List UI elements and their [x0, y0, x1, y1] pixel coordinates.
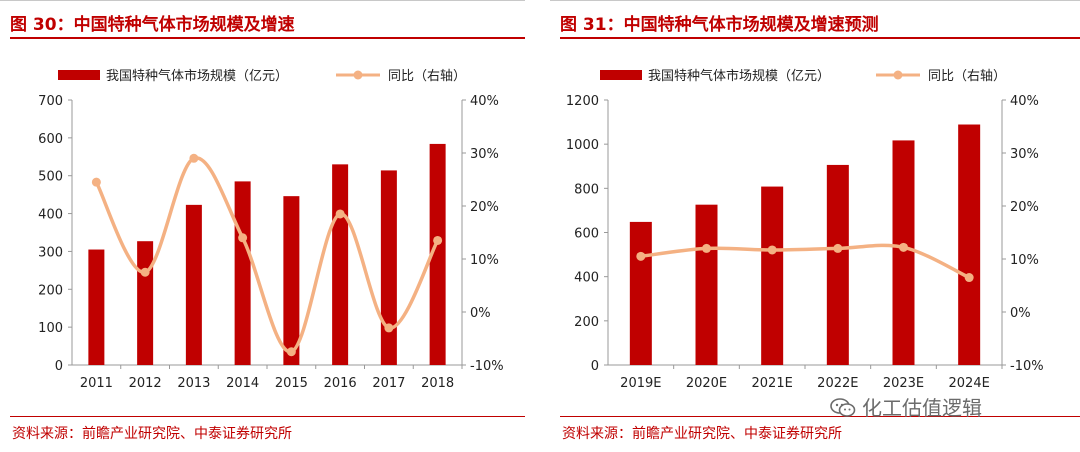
- bar: [332, 164, 349, 365]
- x-tick-label: 2023E: [883, 376, 924, 391]
- y-right-tick-label: 40%: [1010, 94, 1039, 109]
- bar: [629, 221, 652, 365]
- legend: 我国特种气体市场规模（亿元） 同比（右轴）: [600, 68, 1006, 84]
- y-right-tick-label: -10%: [1010, 359, 1044, 374]
- bar: [429, 143, 446, 365]
- y-right-tick-label: 0%: [1010, 306, 1031, 321]
- x-tick-label: 2018: [421, 376, 454, 391]
- growth-point: [899, 242, 908, 252]
- y-left-tick-label: 200: [38, 283, 63, 298]
- growth-point: [636, 251, 646, 261]
- source-rule: [10, 416, 525, 417]
- y-left-tick-label: 1200: [566, 94, 599, 109]
- growth-point: [286, 347, 296, 357]
- top-rule: [0, 0, 525, 1]
- growth-point: [238, 233, 248, 243]
- legend-label: 我国特种气体市场规模（亿元）: [106, 68, 288, 84]
- y-left-tick-label: 1000: [566, 138, 599, 153]
- y-right-tick-label: 40%: [470, 94, 499, 109]
- bar: [761, 186, 784, 365]
- legend-label: 我国特种气体市场规模（亿元）: [648, 68, 830, 84]
- legend-marker: [353, 70, 363, 80]
- bar: [892, 140, 915, 365]
- y-left-tick-label: 600: [38, 132, 63, 147]
- y-left-tick-label: 800: [574, 182, 599, 197]
- bar: [234, 181, 251, 365]
- growth-line: [639, 243, 971, 280]
- top-rule: [550, 0, 1080, 1]
- legend-bar-swatch: [58, 70, 100, 80]
- bar: [958, 124, 981, 365]
- y-right-tick-label: 0%: [470, 306, 491, 321]
- y-left-tick-label: 600: [574, 227, 599, 242]
- watermark: 化工估值逻辑: [830, 392, 982, 421]
- bar: [137, 241, 154, 365]
- y-right-tick-label: 10%: [470, 253, 499, 268]
- legend: 我国特种气体市场规模（亿元） 同比（右轴）: [58, 68, 466, 84]
- chart-figure-31: 我国特种气体市场规模（亿元） 同比（右轴） 0 200 400 600 800 1000 120…: [566, 68, 1044, 391]
- y-left-tick-label: 0: [55, 359, 63, 374]
- x-tick-label: 2012: [129, 376, 162, 391]
- y-left-tick-label: 400: [574, 271, 599, 286]
- y-right-tick-label: 10%: [1010, 253, 1039, 268]
- x-tick-label: 2024E: [949, 376, 990, 391]
- x-tick-label: 2022E: [817, 376, 858, 391]
- legend-bar-swatch: [600, 70, 642, 80]
- y-right-tick-label: 20%: [470, 200, 499, 215]
- source-note: 资料来源：前瞻产业研究院、中泰证券研究所: [562, 426, 842, 442]
- title-rule: [560, 37, 1080, 39]
- growth-point: [433, 235, 443, 245]
- growth-point: [833, 243, 843, 253]
- bar: [283, 196, 300, 365]
- y-right-tick-label: 20%: [1010, 200, 1039, 215]
- x-tick-label: 2020E: [686, 376, 727, 391]
- wechat-icon: [830, 398, 856, 417]
- figure-title: 图 30：中国特种气体市场规模及增速: [10, 15, 295, 35]
- growth-point: [767, 245, 777, 255]
- y-right-tick-label: 30%: [470, 147, 499, 162]
- bar: [826, 164, 849, 365]
- y-left-tick-label: 500: [38, 170, 63, 185]
- y-left-tick-label: 200: [574, 315, 599, 330]
- growth-line: [94, 156, 440, 354]
- growth-point: [189, 153, 199, 163]
- y-left-tick-label: 300: [38, 245, 63, 260]
- bar: [185, 204, 202, 365]
- figure-title: 图 31：中国特种气体市场规模及增速预测: [560, 15, 879, 35]
- y-left-tick-label: 0: [591, 359, 599, 374]
- bar: [380, 170, 397, 365]
- growth-point: [964, 273, 974, 283]
- y-right-tick-label: -10%: [470, 359, 504, 374]
- bar: [88, 249, 105, 365]
- title-rule: [10, 37, 525, 39]
- legend-label: 同比（右轴）: [388, 69, 466, 84]
- bar: [695, 204, 718, 365]
- chart-figure-30: 我国特种气体市场规模（亿元） 同比（右轴） 0 100 200 300 400 500 600 7…: [38, 68, 504, 391]
- source-rule: [560, 416, 1080, 417]
- x-tick-label: 2013: [177, 376, 210, 391]
- x-tick-label: 2019E: [620, 376, 661, 391]
- y-right-tick-label: 30%: [1010, 147, 1039, 162]
- y-left-tick-label: 700: [38, 94, 63, 109]
- x-tick-label: 2015: [275, 376, 308, 391]
- x-tick-label: 2016: [324, 376, 357, 391]
- figure-30-panel: 图 30：中国特种气体市场规模及增速 我国特种气体市场规模（亿元） 同比（右轴） 0…: [0, 0, 525, 452]
- y-left-tick-label: 100: [38, 321, 63, 336]
- growth-point: [140, 267, 150, 277]
- x-tick-label: 2021E: [752, 376, 793, 391]
- growth-point: [384, 323, 394, 333]
- legend-label: 同比（右轴）: [928, 69, 1006, 84]
- legend-marker: [893, 70, 903, 80]
- growth-point: [702, 243, 711, 253]
- x-tick-label: 2014: [226, 376, 259, 391]
- growth-point: [91, 177, 101, 187]
- x-tick-label: 2011: [80, 376, 113, 391]
- x-tick-label: 2017: [372, 376, 405, 391]
- source-note: 资料来源：前瞻产业研究院、中泰证券研究所: [12, 426, 292, 442]
- watermark-text: 化工估值逻辑: [862, 396, 982, 420]
- y-left-tick-label: 400: [38, 208, 63, 223]
- figure-31-panel: 图 31：中国特种气体市场规模及增速预测 我国特种气体市场规模（亿元） 同比（右轴…: [550, 0, 1080, 452]
- growth-point: [335, 209, 345, 219]
